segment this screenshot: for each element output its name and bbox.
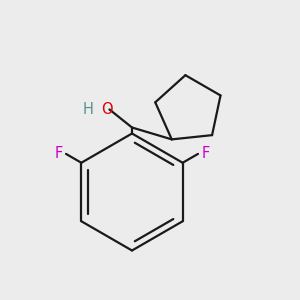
Text: F: F	[201, 146, 210, 161]
Text: H: H	[83, 102, 94, 117]
Text: O: O	[101, 102, 112, 117]
Text: F: F	[54, 146, 63, 161]
